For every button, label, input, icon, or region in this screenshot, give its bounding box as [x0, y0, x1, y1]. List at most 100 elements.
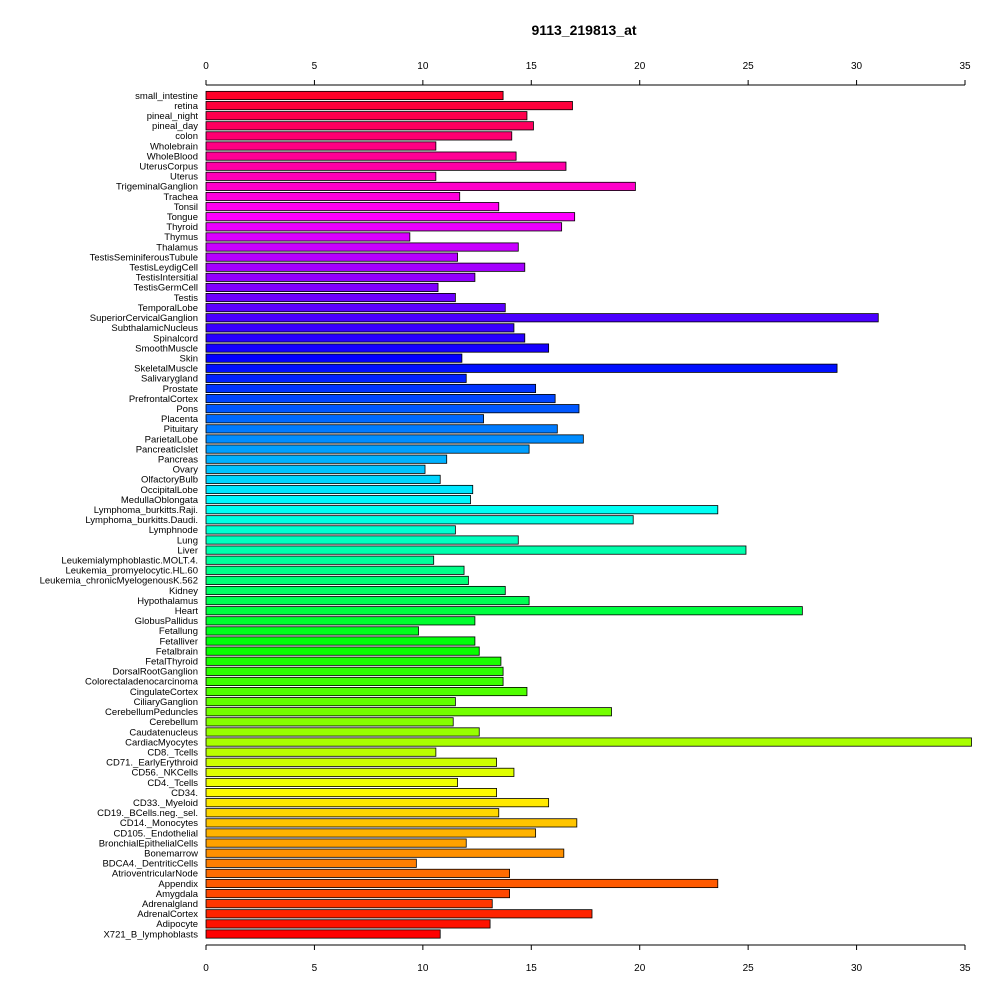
category-label: CD105._Endothelial — [113, 828, 198, 839]
bottom-tick-label: 10 — [417, 963, 429, 974]
category-label: SubthalamicNucleus — [111, 323, 198, 334]
bar-BronchialEpithelialCells — [205, 838, 467, 848]
category-label: Uterus — [170, 172, 198, 183]
bar-Fetalliver — [205, 636, 476, 646]
category-label: Trachea — [164, 192, 199, 203]
bottom-tick-label: 25 — [743, 963, 755, 974]
category-label: TestisGermCell — [134, 283, 198, 294]
bar-CD19._BCells.neg._sel. — [205, 808, 500, 818]
bar-CD71._EarlyErythroid — [205, 757, 497, 767]
bar-AdrenalCortex — [205, 909, 593, 919]
bar-CardiacMyocytes — [205, 737, 972, 747]
category-label: Colorectaladenocarcinoma — [85, 677, 199, 688]
bar-OlfactoryBulb — [205, 474, 441, 484]
bars-group — [205, 90, 972, 939]
bar-Thalamus — [205, 242, 519, 252]
category-label: UterusCorpus — [139, 162, 198, 173]
category-label: CD19._BCells.neg._sel. — [97, 808, 198, 819]
category-label: PrefrontalCortex — [129, 394, 198, 405]
bar-SuperiorCervicalGanglion — [205, 313, 879, 323]
bar-Adrenalgland — [205, 899, 493, 909]
top-axis: 0 5 10 15 20 25 30 35 — [203, 61, 971, 86]
bar-MedullaOblongata — [205, 495, 471, 505]
bar-Testis — [205, 293, 456, 303]
category-label: small_intestine — [135, 91, 198, 102]
category-label: Adipocyte — [156, 919, 198, 930]
bar-colon — [205, 131, 513, 141]
category-label: Placenta — [161, 414, 199, 425]
bar-CiliaryGanglion — [205, 697, 456, 707]
bottom-tick-label: 35 — [959, 963, 971, 974]
category-label: PancreaticIslet — [136, 444, 199, 455]
category-label: Hypothalamus — [137, 596, 198, 607]
bar-Wholebrain — [205, 141, 437, 151]
category-label: Lymphnode — [149, 525, 198, 536]
category-label: MedullaOblongata — [121, 495, 199, 506]
bar-CD8._Tcells — [205, 747, 437, 757]
category-label: SmoothMuscle — [135, 343, 198, 354]
category-label: pineal_night — [147, 111, 199, 122]
top-tick-label: 30 — [851, 61, 863, 72]
bar-TestisGermCell — [205, 282, 439, 292]
bar-GlobusPallidus — [205, 616, 476, 626]
category-label: GlobusPallidus — [135, 616, 199, 627]
category-label: Thalamus — [156, 242, 198, 253]
category-label: CD4._Tcells — [147, 778, 198, 789]
chart-title: 9113_219813_at — [531, 22, 636, 38]
category-label: Kidney — [169, 586, 198, 597]
category-label: BDCA4._DentriticCells — [102, 859, 198, 870]
bar-Prostate — [205, 383, 537, 394]
bar-Thyroid — [205, 222, 563, 232]
bar-Skin — [205, 353, 463, 363]
category-label: FetalThyroid — [145, 657, 198, 668]
bar-Lymphnode — [205, 525, 456, 535]
category-label: Leukemia_promyelocytic.HL.60 — [65, 566, 198, 577]
bar-Pons — [205, 404, 580, 414]
bar-small_intestine — [205, 90, 504, 101]
category-label: ParietalLobe — [145, 434, 198, 445]
category-label: Lung — [177, 535, 198, 546]
bar-Trachea — [205, 191, 461, 202]
bar-AtrioventricularNode — [205, 868, 511, 878]
category-label: TrigeminalGanglion — [116, 182, 198, 193]
bar-Spinalcord — [205, 333, 526, 343]
bar-CD56._NKCells — [205, 767, 515, 777]
category-label: Lymphoma_burkitts.Daudi. — [85, 515, 198, 526]
bar-WholeBlood — [205, 151, 517, 161]
category-label: Salivarygland — [141, 374, 198, 385]
category-label: TestisLeydigCell — [129, 263, 198, 274]
category-label: Tongue — [167, 212, 198, 223]
bar-Heart — [205, 606, 803, 616]
category-label: CerebellumPeduncles — [105, 707, 198, 718]
bar-Tongue — [205, 212, 576, 222]
category-label: CD56._NKCells — [131, 768, 198, 779]
bar-Pancreas — [205, 454, 448, 464]
category-label: X721_B_lymphoblasts — [103, 929, 198, 940]
top-tick-label: 25 — [743, 61, 755, 72]
category-label: DorsalRootGanglion — [112, 667, 198, 678]
category-label: TestisSeminiferousTubule — [90, 252, 198, 263]
category-label: WholeBlood — [147, 151, 198, 162]
bar-Hypothalamus — [205, 596, 530, 606]
bar-retina — [205, 101, 573, 111]
category-label: SkeletalMuscle — [134, 364, 198, 375]
category-label: Spinalcord — [153, 333, 198, 344]
category-label: Testis — [174, 293, 199, 304]
bar-Fetalbrain — [205, 646, 480, 656]
bar-Salivarygland — [205, 373, 467, 383]
top-tick-label: 15 — [526, 61, 538, 72]
bar-Cerebellum — [205, 717, 454, 727]
bar-Amygdala — [205, 889, 511, 899]
top-tick-label: 20 — [634, 61, 646, 72]
category-label: TemporalLobe — [138, 303, 198, 314]
category-label: pineal_day — [152, 121, 198, 132]
category-label: Ovary — [173, 465, 199, 476]
bar-Liver — [205, 545, 747, 555]
bar-UterusCorpus — [205, 161, 567, 171]
bar-CerebellumPeduncles — [205, 707, 612, 717]
bar-Lung — [205, 535, 519, 545]
bar-Fetallung — [205, 626, 419, 636]
bar-CD33._Myeloid — [205, 798, 550, 808]
bar-Appendix — [205, 878, 719, 889]
category-label: CardiacMyocytes — [125, 737, 198, 748]
